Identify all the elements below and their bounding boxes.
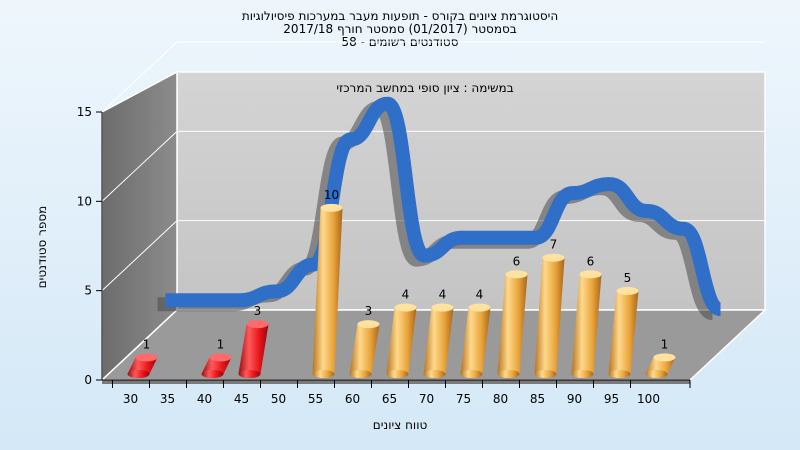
x-tick-label: 80 [493,392,508,406]
bar-cap [616,286,639,295]
bar-body [608,290,639,374]
bar-data-label: 10 [324,188,339,202]
bar-base [238,370,261,378]
bar-cap [653,353,676,362]
bar: 1 [127,337,158,378]
bar: 3 [238,304,269,378]
bar-body [386,307,417,374]
bar-data-label: 3 [254,304,262,318]
bar-data-label: 1 [217,337,225,351]
bar: 6 [497,254,528,378]
back-wall [176,71,766,311]
y-axis-label: מספר סטודנטים [35,205,49,289]
bar-base [312,370,335,378]
bar-data-label: 7 [550,238,558,252]
bar-base [534,370,557,378]
bar-cap [542,253,565,262]
y-tick-label: 0 [84,373,92,387]
x-tick-label: 70 [419,392,434,406]
bar: 4 [423,288,454,378]
floor-edge [102,380,690,384]
bar-base [423,370,446,378]
bar-body [534,257,565,374]
chart-subtitle-semester: בסמסטר (01/2017) סמסטר חורף 2017/18 [283,22,517,36]
bar-cap [431,303,454,312]
bar-base [460,370,483,378]
x-tick-label: 30 [123,392,138,406]
x-tick-label: 60 [345,392,360,406]
bar-cap [468,303,491,312]
bar: 1 [645,337,676,378]
x-tick-label: 75 [456,392,471,406]
x-tick-label: 95 [604,392,619,406]
gridline-side [101,130,178,202]
bar: 1 [201,337,232,378]
gridline-side [101,220,178,292]
bar: 4 [386,288,417,378]
bar-data-label: 4 [402,288,410,302]
x-tick-label: 45 [234,392,249,406]
bar: 4 [460,288,491,378]
bar-body [238,324,269,374]
bar-base [497,370,520,378]
bar-data-label: 6 [587,254,595,268]
y-tick-label: 5 [84,284,92,298]
bar-data-label: 6 [513,254,521,268]
bar-data-label: 4 [476,288,484,302]
bar-cap [394,303,417,312]
bar: 10 [312,188,343,378]
bar-data-label: 4 [439,288,447,302]
x-tick-label: 90 [567,392,582,406]
bar: 6 [571,254,602,378]
bar-cap [579,270,602,279]
y-tick-label: 10 [77,194,92,208]
bar-cap [357,320,380,329]
bar-body [127,357,158,374]
bar-base [127,370,150,378]
bar: 5 [608,271,639,378]
x-tick-label: 100 [637,392,660,406]
bar-data-label: 1 [661,337,669,351]
bar-base [571,370,594,378]
bar-cap [246,320,269,329]
x-tick-label: 50 [271,392,286,406]
bar: 7 [534,238,565,378]
bar-body [645,357,676,374]
x-axis-label: טווח ציונים [372,418,428,432]
bar-base [386,370,409,378]
x-tick-label: 55 [308,392,323,406]
bar-cap [209,353,232,362]
bar-base [645,370,668,378]
x-tick-label: 85 [530,392,545,406]
bar-base [201,370,224,378]
bar: 3 [349,304,380,378]
bar-base [608,370,631,378]
bar-data-label: 1 [143,337,151,351]
gridline-side [101,41,178,113]
bar-base [349,370,372,378]
bar-data-label: 5 [624,271,632,285]
chart-title: היסטוגרמת ציונים בקורס - תופעות מעבר במע… [241,9,559,23]
bar-body [312,207,343,374]
bar-body [349,324,380,374]
bar-cap [135,353,158,362]
bar-data-label: 3 [365,304,373,318]
trend-line [165,96,724,317]
bar-cap [505,270,528,279]
y-tick-label: 15 [77,105,92,119]
x-tick-label: 40 [197,392,212,406]
bar-body [423,307,454,374]
chart-annotation: במשימה : ציון סופי במחשב המרכזי [336,81,513,95]
bar-body [497,274,528,374]
bar-body [571,274,602,374]
bar-body [201,357,232,374]
bar-cap [320,203,343,212]
x-tick-label: 65 [382,392,397,406]
bar-body [460,307,491,374]
x-tick-label: 35 [160,392,175,406]
